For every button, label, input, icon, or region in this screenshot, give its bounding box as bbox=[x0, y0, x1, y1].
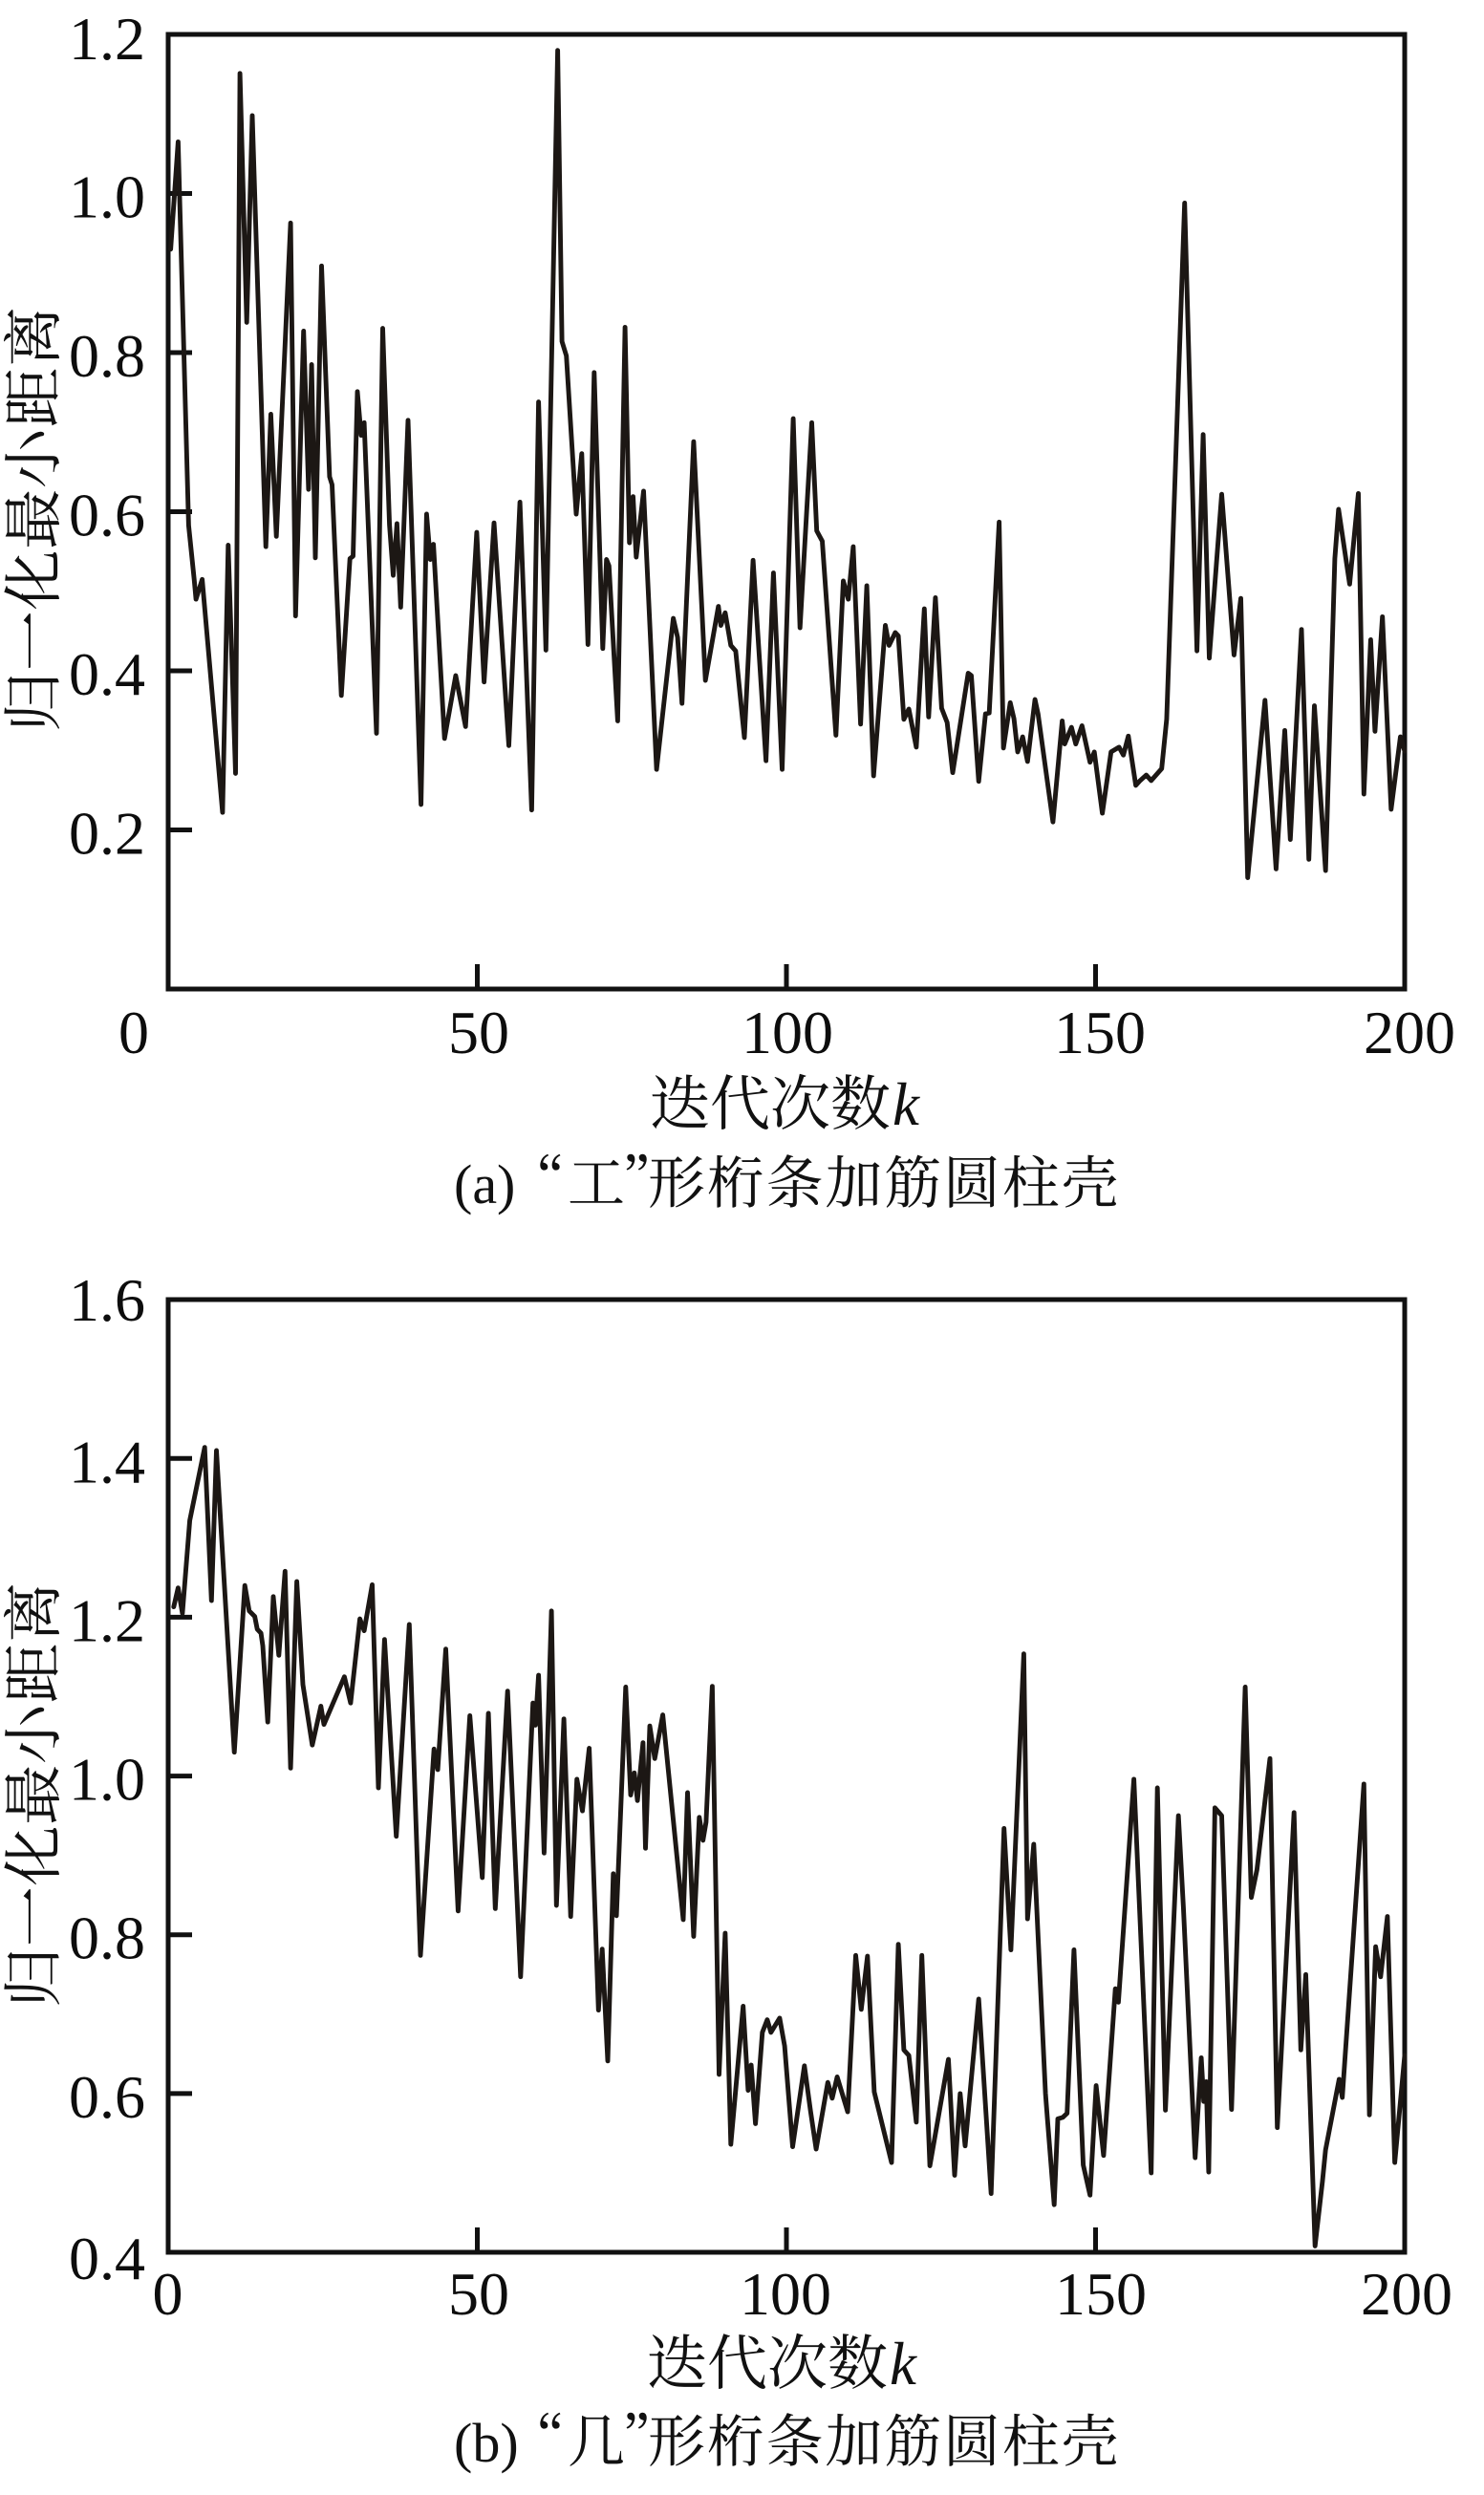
svg-text:0.4: 0.4 bbox=[69, 640, 145, 708]
svg-text:100: 100 bbox=[742, 999, 833, 1066]
svg-text:k: k bbox=[890, 2331, 917, 2398]
svg-text:50: 50 bbox=[448, 2260, 509, 2328]
svg-text:0.4: 0.4 bbox=[69, 2225, 145, 2292]
svg-text:(b): (b) bbox=[454, 2412, 519, 2474]
svg-text:0.8: 0.8 bbox=[69, 1904, 145, 1972]
svg-text:1.0: 1.0 bbox=[69, 1746, 145, 1814]
svg-text:1.0: 1.0 bbox=[69, 163, 145, 231]
svg-text:1.6: 1.6 bbox=[69, 1266, 145, 1334]
svg-text:1.2: 1.2 bbox=[69, 1586, 145, 1654]
svg-text:0: 0 bbox=[118, 999, 149, 1066]
svg-text:50: 50 bbox=[448, 999, 509, 1066]
svg-text:1.2: 1.2 bbox=[69, 5, 145, 73]
svg-text:150: 150 bbox=[1054, 999, 1146, 1066]
svg-text:0: 0 bbox=[153, 2260, 183, 2328]
svg-text:k: k bbox=[893, 1071, 920, 1138]
svg-text:150: 150 bbox=[1055, 2260, 1147, 2328]
svg-text:1.4: 1.4 bbox=[69, 1428, 145, 1495]
svg-text:100: 100 bbox=[740, 2260, 831, 2328]
svg-text:0.8: 0.8 bbox=[69, 322, 145, 390]
svg-text:200: 200 bbox=[1361, 2260, 1452, 2328]
svg-text:(a): (a) bbox=[454, 1153, 515, 1215]
svg-text:200: 200 bbox=[1364, 999, 1455, 1066]
svg-text:0.6: 0.6 bbox=[69, 2063, 145, 2131]
svg-text:0.2: 0.2 bbox=[69, 800, 145, 868]
svg-text:0.6: 0.6 bbox=[69, 482, 145, 549]
